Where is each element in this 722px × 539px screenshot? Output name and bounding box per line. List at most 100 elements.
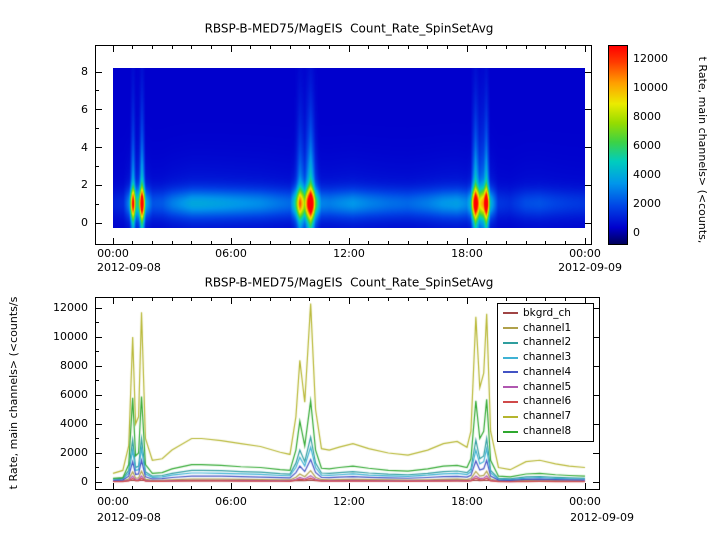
axis-tick (112, 298, 114, 304)
axis-tick (505, 486, 507, 489)
axis-tick (328, 298, 330, 301)
axis-tick (505, 46, 507, 49)
colorbar-tick-label: 8000 (633, 110, 661, 123)
axis-tick (348, 46, 350, 52)
axis-tick (525, 298, 527, 301)
axis-tick (151, 241, 153, 244)
axis-tick (593, 452, 599, 454)
axis-tick (505, 298, 507, 301)
legend-item: channel7 (498, 411, 593, 422)
axis-tick (368, 241, 370, 244)
axis-tick (210, 298, 212, 301)
axis-tick (585, 147, 591, 148)
axis-tick (96, 184, 102, 186)
axis-tick (584, 483, 586, 489)
axis-tick (210, 46, 212, 49)
lineplot-xtick-label: 06:00 (215, 495, 247, 508)
legend-label: channel1 (523, 321, 572, 334)
axis-tick (96, 307, 102, 309)
axis-tick (171, 46, 173, 49)
legend-item: channel8 (498, 426, 593, 437)
lineplot-ytick-label: 12000 (53, 301, 88, 314)
axis-tick (96, 109, 102, 111)
legend-swatch (503, 400, 518, 403)
axis-tick (427, 241, 429, 244)
lineplot-xtick-label: 00:00 (97, 495, 129, 508)
axis-tick (191, 241, 193, 244)
axis-tick (171, 486, 173, 489)
axis-tick (348, 238, 350, 244)
lineplot-date-left: 2012-09-08 (97, 511, 161, 524)
axis-tick (348, 483, 350, 489)
axis-tick (96, 423, 102, 425)
lineplot-xtick-label: 18:00 (451, 495, 483, 508)
axis-tick (191, 46, 193, 49)
axis-tick (151, 486, 153, 489)
axis-tick (151, 46, 153, 49)
axis-tick (112, 483, 114, 489)
legend-swatch (503, 312, 518, 315)
axis-tick (446, 46, 448, 49)
axis-tick (151, 298, 153, 301)
axis-tick (427, 298, 429, 301)
axis-tick (309, 298, 311, 301)
lineplot-date-right: 2012-09-09 (570, 511, 634, 524)
axis-tick (289, 298, 291, 301)
lineplot-ytick-label: 6000 (60, 388, 88, 401)
legend: bkgrd_ch channel1 channel2 channel3 channel4… (497, 303, 594, 442)
axis-tick (585, 71, 591, 73)
axis-tick (230, 298, 232, 304)
axis-tick (309, 241, 311, 244)
legend-item: channel2 (498, 337, 593, 348)
axis-tick (466, 298, 468, 304)
axis-tick (585, 184, 591, 186)
colorbar (608, 45, 628, 245)
legend-label: channel3 (523, 351, 572, 364)
spectrogram-date-left: 2012-09-08 (97, 261, 161, 274)
axis-tick (230, 46, 232, 52)
legend-label: channel7 (523, 410, 572, 423)
axis-tick (407, 46, 409, 49)
axis-tick (269, 486, 271, 489)
axis-tick (96, 128, 99, 130)
axis-tick (525, 46, 527, 49)
spectrogram-title: RBSP-B-MED75/MagEIS Count_Rate_SpinSetAv… (204, 21, 494, 36)
axis-tick (593, 307, 599, 309)
axis-tick (132, 486, 134, 489)
axis-tick (112, 238, 114, 244)
axis-tick (584, 238, 586, 244)
axis-tick (368, 46, 370, 49)
colorbar-tick-label: 2000 (633, 197, 661, 210)
axis-tick (96, 481, 102, 483)
lineplot-ytick-label: 0 (81, 475, 88, 488)
axis-tick (96, 222, 102, 224)
axis-tick (525, 241, 527, 244)
legend-label: channel2 (523, 336, 572, 349)
axis-tick (486, 298, 488, 301)
legend-swatch (503, 386, 518, 389)
spectrogram-ytick-label: 0 (81, 216, 88, 229)
legend-item: channel3 (498, 352, 593, 363)
legend-swatch (503, 371, 518, 374)
lineplot-xtick-label: 00:00 (569, 495, 601, 508)
legend-label: channel4 (523, 365, 572, 378)
axis-tick (525, 486, 527, 489)
lineplot-xtick-label: 12:00 (333, 495, 365, 508)
spectrogram-ytick-label: 4 (81, 140, 88, 154)
legend-label: channel5 (523, 380, 572, 393)
legend-swatch (503, 327, 518, 330)
axis-tick (593, 481, 599, 483)
spectrogram-xtick-label: 00:00 (97, 247, 129, 260)
axis-tick (446, 241, 448, 244)
legend-label: channel6 (523, 395, 572, 408)
spectrogram-ytick-label: 2 (81, 178, 88, 192)
axis-tick (564, 241, 566, 244)
axis-tick (545, 46, 547, 49)
axis-tick (328, 46, 330, 49)
axis-tick (427, 46, 429, 49)
legend-swatch (503, 430, 518, 433)
axis-tick (545, 298, 547, 301)
axis-tick (250, 241, 252, 244)
axis-tick (387, 486, 389, 489)
